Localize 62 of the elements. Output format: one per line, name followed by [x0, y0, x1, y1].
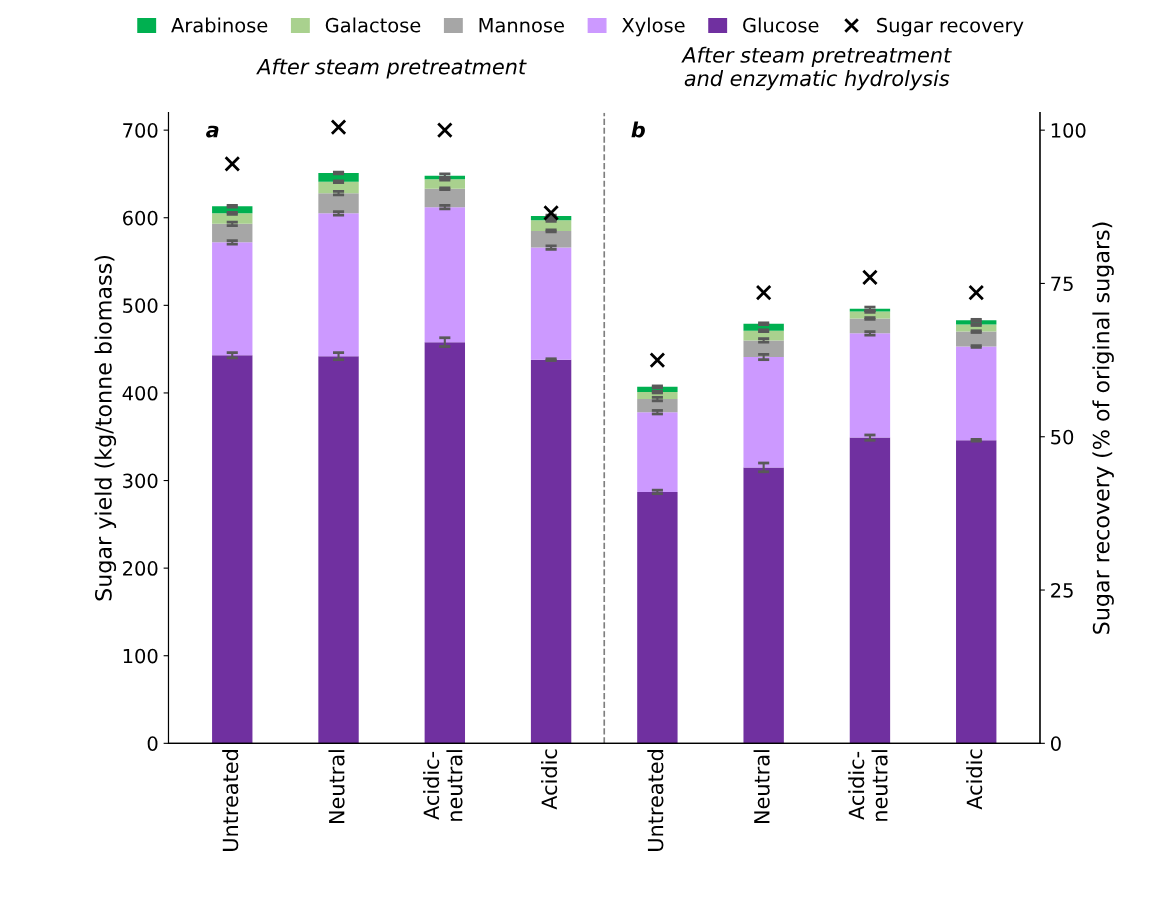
bar	[743, 467, 784, 744]
bar	[318, 356, 359, 744]
bar	[637, 412, 678, 492]
text: After steam pretreatment	[256, 58, 527, 79]
legend-label: Glucose	[743, 17, 819, 33]
x-tick-label: Acidic	[966, 749, 983, 810]
point	[224, 155, 241, 172]
point	[755, 284, 772, 301]
bar	[424, 207, 466, 343]
bar	[637, 491, 678, 744]
y-tick-label: 700	[123, 123, 158, 138]
bar	[849, 333, 891, 438]
bar	[424, 188, 466, 208]
x-tick-label: Untreated	[647, 750, 664, 851]
bar	[212, 223, 253, 243]
bar	[212, 242, 253, 356]
x-tick-label: Acidic- neutral	[848, 750, 888, 821]
x-tick-label: Acidic	[541, 749, 558, 810]
legend-label: Xylose	[621, 17, 685, 37]
legend-label: Sugar recovery	[877, 17, 1024, 37]
annotation: a	[206, 125, 219, 138]
y-tick-label: 300	[123, 473, 158, 489]
y-tick-label: 600	[123, 210, 158, 226]
y-tick-label: 400	[122, 385, 158, 401]
bar	[743, 357, 784, 468]
bar	[956, 346, 997, 441]
bar	[530, 359, 572, 744]
point	[330, 119, 347, 136]
bar	[424, 342, 466, 744]
legend-label: Arabinose	[171, 17, 268, 33]
point	[543, 204, 560, 221]
y-tick-label: 500	[123, 298, 158, 313]
point	[436, 122, 453, 139]
y2-tick-label: 100	[1051, 123, 1086, 138]
y2-axis-title: Sugar recovery (% of original sugars)	[1092, 222, 1114, 634]
bar	[318, 213, 359, 357]
point	[968, 284, 985, 301]
y2-tick-label: 75	[1051, 276, 1073, 292]
y-tick-label: 200	[123, 561, 158, 576]
point	[861, 269, 878, 286]
annotation: b	[631, 121, 645, 138]
bar	[956, 440, 997, 744]
y-axis-title: Sugar yield (kg/tonne biomass)	[94, 256, 117, 601]
bar	[318, 193, 359, 214]
y2-tick-label: 25	[1051, 582, 1073, 598]
point	[649, 352, 666, 369]
x-tick-label: Neutral	[328, 750, 345, 824]
bar	[956, 331, 997, 347]
x-tick-label: Neutral	[753, 750, 770, 824]
bar	[530, 230, 572, 248]
bar	[212, 355, 253, 744]
y-tick-label: 100	[123, 648, 158, 664]
bar	[530, 247, 572, 360]
text: After steam pretreatment and enzymatic hydrolysis	[681, 46, 952, 91]
x-tick-label: Acidic- neutral	[423, 750, 463, 821]
bar	[849, 437, 891, 744]
legend-label: Mannose	[479, 18, 564, 33]
y-tick-label: 0	[147, 736, 158, 751]
x-tick-label: Untreated	[222, 750, 239, 851]
legend-label: Galactose	[325, 17, 421, 33]
y2-tick-label: 50	[1051, 429, 1074, 445]
y2-tick-label: 0	[1050, 736, 1061, 751]
